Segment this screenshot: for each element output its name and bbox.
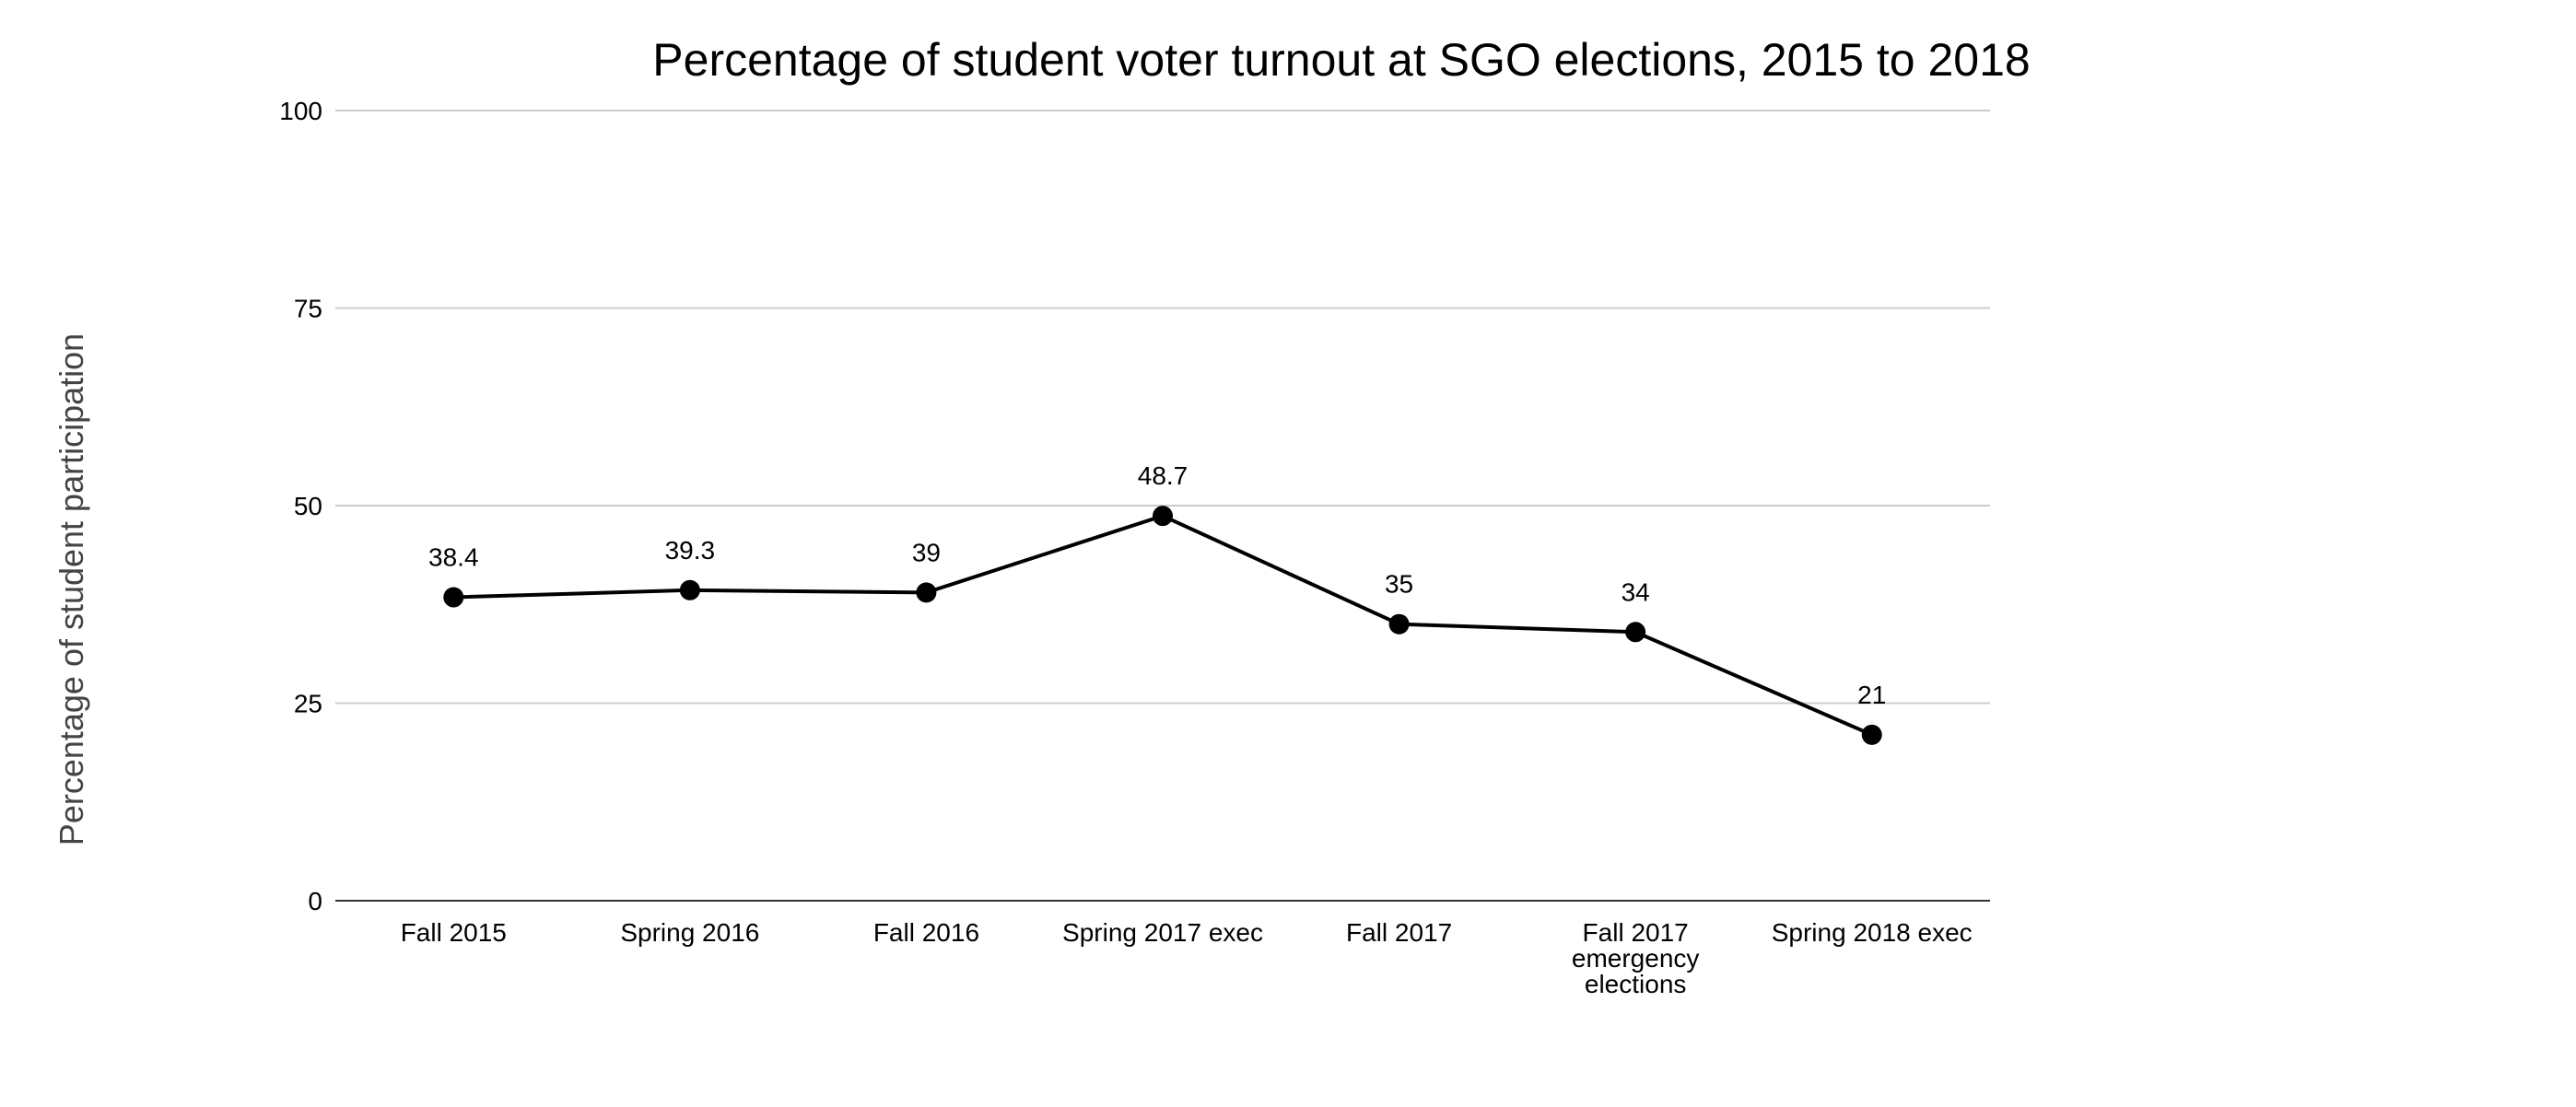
y-tick-label: 0 — [308, 887, 322, 915]
data-label: 48.7 — [1138, 461, 1188, 490]
x-tick-label: Spring 2017 exec — [1062, 918, 1263, 947]
data-label: 35 — [1385, 570, 1413, 599]
x-tick-label: Spring 2016 — [620, 918, 759, 947]
data-label: 39.3 — [665, 536, 716, 565]
data-point — [1625, 622, 1646, 643]
y-tick-label: 75 — [294, 295, 322, 323]
x-tick-label: Fall 2017 emergency elections — [1572, 918, 1700, 998]
y-axis-label: Percentage of student participation — [53, 333, 90, 845]
y-tick-label: 50 — [294, 492, 322, 520]
data-point — [916, 582, 937, 603]
data-point — [443, 587, 464, 608]
data-label: 39 — [912, 538, 941, 566]
data-labels: 38.4 39.3 39 48.7 35 34 21 — [428, 461, 1886, 709]
y-tick-label: 100 — [279, 97, 322, 125]
data-point — [1388, 613, 1410, 635]
y-tick-label: 25 — [294, 690, 322, 718]
x-tick-label: Spring 2018 exec — [1772, 918, 1973, 947]
gridlines — [335, 110, 1990, 902]
y-axis-ticks: 0 25 50 75 100 — [279, 97, 322, 915]
x-tick-label: Fall 2015 — [401, 918, 507, 947]
data-point — [679, 579, 700, 600]
x-tick-label: Fall 2016 — [873, 918, 979, 947]
data-label: 34 — [1622, 577, 1650, 606]
series — [443, 506, 1882, 745]
x-axis-ticks: Fall 2015 Spring 2016 Fall 2016 Spring 2017… — [401, 918, 1973, 998]
x-tick-label: Fall 2017 — [1346, 918, 1452, 947]
data-label: 38.4 — [428, 543, 479, 572]
data-point — [1153, 506, 1173, 527]
chart-title: Percentage of student voter turnout at S… — [652, 34, 2030, 86]
data-point — [1861, 724, 1882, 745]
data-label: 21 — [1857, 681, 1886, 709]
